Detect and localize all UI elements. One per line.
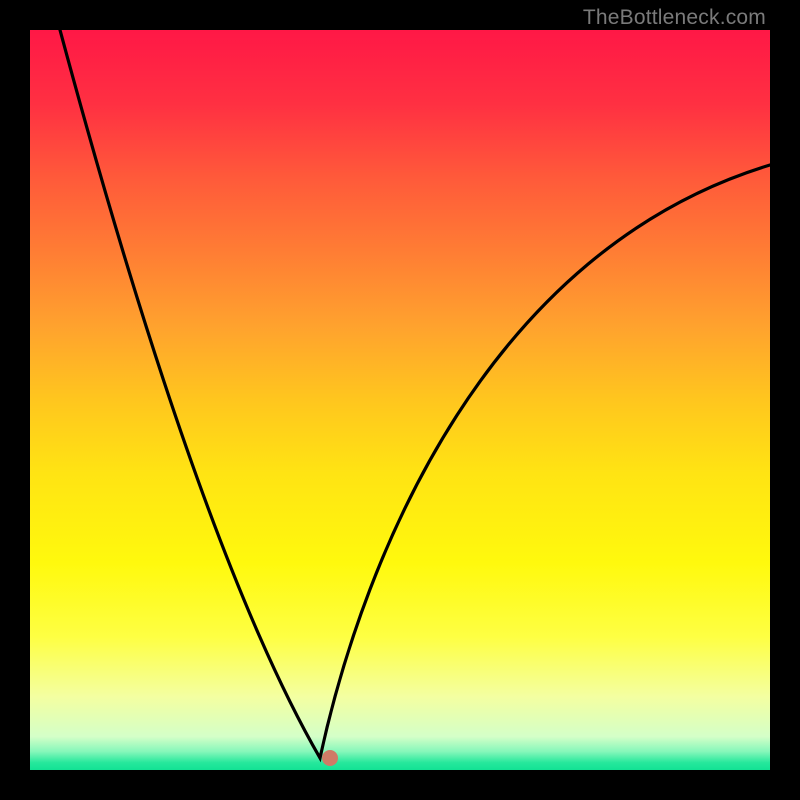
bottleneck-curve <box>30 30 770 770</box>
curve-line <box>60 30 770 758</box>
plot-area <box>30 30 770 770</box>
watermark-text: TheBottleneck.com <box>583 6 766 30</box>
minimum-marker <box>322 750 338 766</box>
chart-frame: TheBottleneck.com <box>0 0 800 800</box>
